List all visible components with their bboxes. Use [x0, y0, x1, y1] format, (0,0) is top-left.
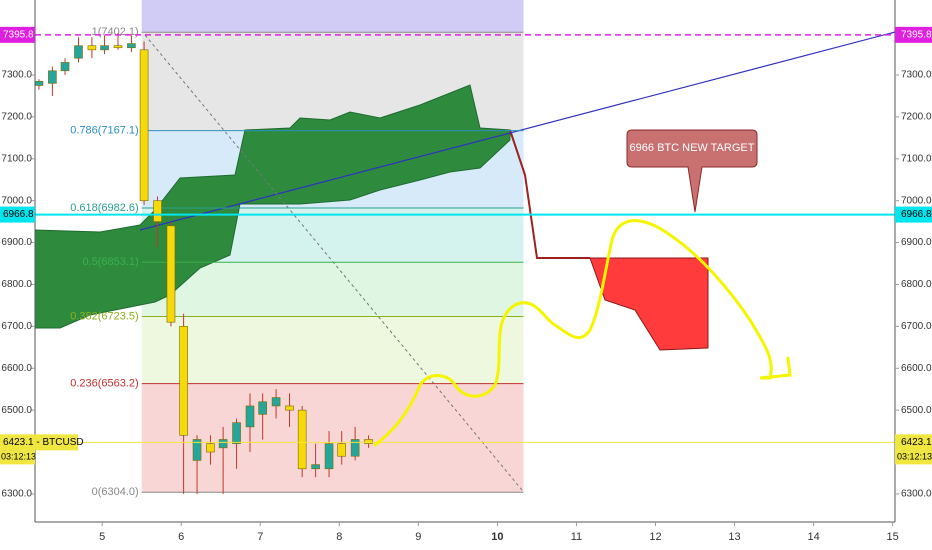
countdown: 03:12:13	[897, 452, 932, 462]
candle-body	[166, 225, 176, 323]
y-tick-label: 7200.0	[1, 112, 32, 123]
y-tick-label: 6800.0	[1, 279, 32, 290]
fib-label: 0.786(7167.1)	[70, 125, 139, 137]
y-tick-label: 6500.0	[1, 405, 32, 416]
cloud-red	[589, 257, 709, 351]
countdown-tag	[895, 450, 932, 465]
candle-body	[48, 70, 57, 84]
axes: 6300.06300.06400.06400.06500.06500.06600…	[0, 26, 932, 543]
price-tag-label: 6966.8	[901, 209, 932, 220]
candle-body	[206, 443, 215, 453]
candle-body	[127, 43, 136, 49]
price-tag-label: 6423.1 - BTCUSD	[3, 437, 84, 448]
y-tick-label: 6800.0	[901, 279, 932, 290]
x-tick-label: 8	[336, 531, 342, 543]
fib-band	[141, 316, 524, 384]
countdown: 03:12:13	[1, 452, 36, 462]
candle-body	[34, 80, 44, 86]
price-tag	[895, 206, 932, 223]
price-tag	[895, 434, 932, 451]
y-tick-label: 6500.0	[901, 405, 932, 416]
candle-body	[218, 439, 228, 449]
x-tick-label: 5	[99, 531, 105, 543]
candle-body	[100, 45, 109, 51]
candle-body	[337, 443, 346, 457]
price-tag-label: 7395.8	[3, 29, 34, 40]
x-tick-label: 7	[257, 531, 263, 543]
price-tag	[895, 26, 932, 43]
price-tag-label: 7395.8	[901, 29, 932, 40]
candle-body	[297, 409, 307, 470]
y-tick-label: 7000.0	[1, 195, 32, 206]
x-tick-label: 12	[649, 531, 661, 543]
y-tick-label: 7300.0	[1, 70, 32, 81]
candle-body	[139, 49, 149, 201]
x-tick-label: 6	[178, 531, 184, 543]
x-tick-label: 14	[807, 531, 819, 543]
y-tick-label: 7000.0	[901, 195, 932, 206]
candle-body	[232, 422, 241, 444]
price-tag	[0, 434, 78, 451]
candle-body	[113, 45, 123, 49]
price-tag	[0, 206, 35, 223]
y-tick-label: 6700.0	[901, 321, 932, 332]
candle-body	[60, 62, 70, 72]
candle-body	[245, 405, 255, 428]
candle-body	[179, 326, 188, 436]
y-tick-label: 7100.0	[901, 153, 932, 164]
candle-body	[74, 45, 83, 59]
candle-body	[153, 200, 162, 222]
price-tag-label: 6423.1	[901, 437, 932, 448]
y-tick-label: 6900.0	[1, 237, 32, 248]
candle-body	[285, 405, 294, 411]
price-tag-label: 6966.8	[3, 209, 34, 220]
y-tick-label: 6600.0	[901, 363, 932, 374]
x-tick-label: 15	[887, 531, 899, 543]
y-tick-label: 6700.0	[1, 321, 32, 332]
x-tick-label: 13	[728, 531, 740, 543]
candle-body	[271, 397, 281, 407]
drawing	[373, 219, 792, 447]
candle-body	[258, 401, 267, 415]
candle-body	[350, 439, 360, 457]
y-tick-label: 6600.0	[1, 363, 32, 374]
y-tick-label: 7300.0	[901, 70, 932, 81]
candle-body	[311, 464, 320, 470]
fib-band	[141, 383, 524, 493]
annotation: 6966 BTC NEW TARGET	[630, 142, 755, 154]
y-tick-label: 6300.0	[901, 489, 932, 500]
candle-body	[192, 439, 202, 461]
fib-band	[141, 262, 524, 317]
fib-label: 0.236(6563.2)	[70, 378, 139, 390]
fib-top-band	[141, 0, 524, 33]
x-tick-label: 9	[415, 531, 421, 543]
y-tick-label: 6900.0	[901, 237, 932, 248]
plot: 1(7402.1)0.786(7167.1)0.618(6982.6)0.5(6…	[34, 26, 895, 498]
price-tag	[0, 26, 35, 43]
cloud-green	[34, 84, 511, 329]
candle-body	[87, 45, 97, 51]
fib-label: 0.382(6723.5)	[70, 310, 139, 322]
fib-label: 0(6304.0)	[92, 486, 139, 498]
fib-label: 0.5(6853.1)	[82, 256, 138, 268]
x-tick-label: 10	[491, 531, 503, 543]
candle-body	[324, 443, 334, 470]
y-tick-label: 6300.0	[1, 489, 32, 500]
fib-label: 0.618(6982.6)	[70, 202, 139, 214]
countdown-tag	[0, 450, 35, 465]
cloud-edge	[509, 129, 590, 259]
y-tick-label: 7100.0	[1, 153, 32, 164]
candle-body	[364, 439, 373, 444]
y-tick-label: 7200.0	[901, 112, 932, 123]
callout: 6966 BTC NEW TARGET	[626, 129, 758, 213]
x-tick-label: 11	[571, 531, 582, 543]
